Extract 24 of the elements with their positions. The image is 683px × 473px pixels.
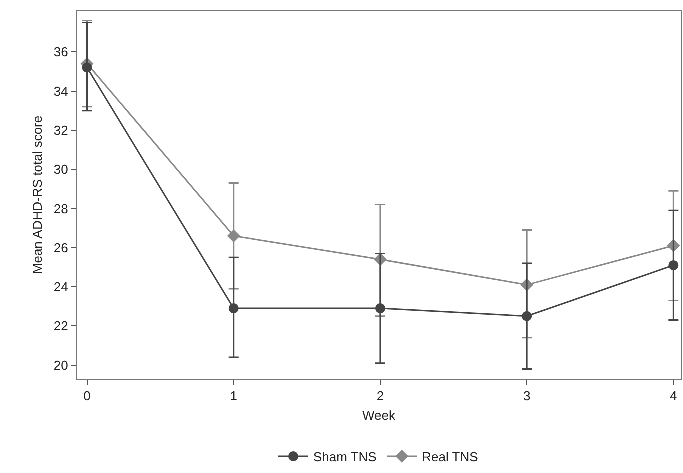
x-tick-label: 3 [523, 388, 531, 404]
y-tick-label: 20 [54, 358, 68, 373]
x-tick-label: 0 [84, 388, 91, 404]
y-tick-label: 32 [54, 122, 68, 138]
x-axis-title: Week [362, 408, 396, 424]
point [228, 304, 239, 314]
x-tick-label: 4 [670, 388, 678, 404]
y-tick-label: 34 [54, 84, 68, 99]
y-tick-label: 30 [54, 162, 68, 178]
y-tick-label: 26 [54, 240, 68, 256]
legend-label: Real TNS [422, 450, 479, 465]
point [375, 304, 386, 314]
y-tick-label: 28 [54, 201, 68, 216]
x-tick-label: 2 [376, 388, 384, 404]
point [522, 311, 532, 322]
point [82, 62, 92, 73]
x-tick-label: 1 [230, 388, 238, 404]
legend-label: Sham TNS [314, 450, 378, 465]
y-axis-title: Mean ADHD-RS total score [30, 116, 45, 274]
y-tick-label: 36 [54, 44, 68, 60]
point [668, 260, 679, 270]
y-tick-label: 22 [54, 318, 68, 334]
point [227, 230, 240, 243]
y-tick-label: 24 [54, 280, 68, 295]
